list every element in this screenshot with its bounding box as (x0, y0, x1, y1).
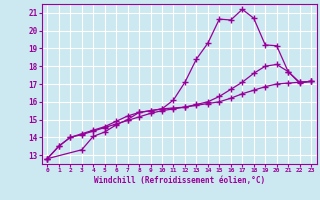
X-axis label: Windchill (Refroidissement éolien,°C): Windchill (Refroidissement éolien,°C) (94, 176, 265, 185)
